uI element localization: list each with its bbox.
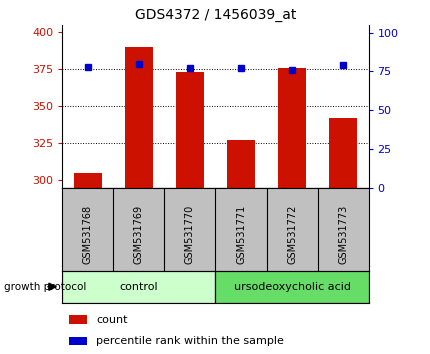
Text: GSM531771: GSM531771 (236, 205, 246, 264)
Bar (62, 271, 215, 303)
Bar (175, 72, 203, 188)
Bar (74, 173, 102, 188)
Bar (277, 68, 305, 188)
Text: GSM531770: GSM531770 (184, 205, 194, 264)
Bar (328, 118, 356, 188)
Text: GSM531769: GSM531769 (134, 205, 144, 264)
Bar (68, 315, 87, 324)
Text: control: control (120, 282, 158, 292)
Bar (68, 337, 87, 345)
Text: percentile rank within the sample: percentile rank within the sample (96, 336, 283, 346)
Bar (215, 271, 368, 303)
Text: growth protocol: growth protocol (4, 282, 86, 292)
Text: count: count (96, 315, 127, 325)
Text: GSM531773: GSM531773 (337, 205, 347, 264)
Text: GSM531772: GSM531772 (286, 205, 296, 264)
Text: ursodeoxycholic acid: ursodeoxycholic acid (233, 282, 350, 292)
Bar (227, 140, 255, 188)
Text: GSM531768: GSM531768 (83, 205, 93, 264)
Bar (125, 47, 153, 188)
Title: GDS4372 / 1456039_at: GDS4372 / 1456039_at (135, 8, 295, 22)
